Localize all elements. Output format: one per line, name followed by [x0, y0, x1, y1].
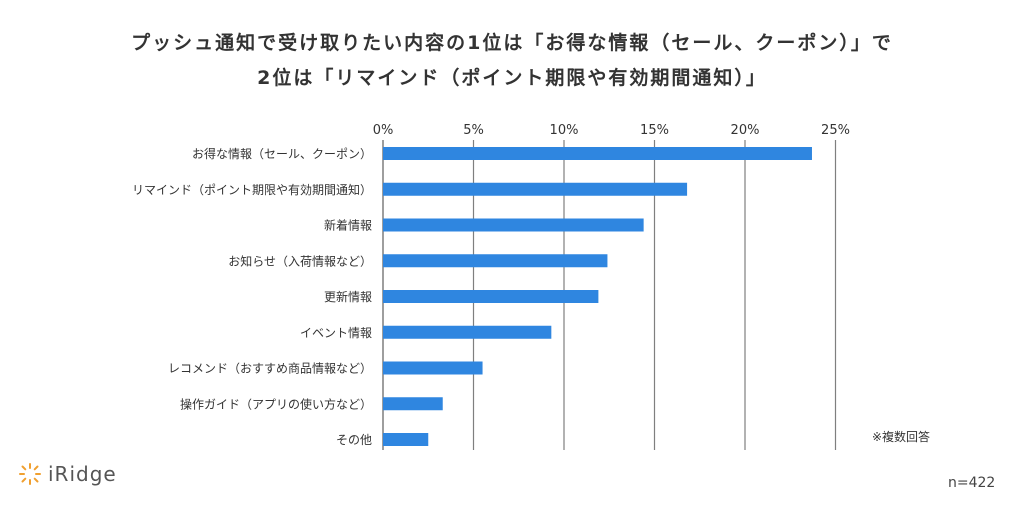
category-label: お知らせ（入荷情報など） — [228, 254, 372, 268]
bar — [383, 147, 812, 160]
bar — [383, 182, 688, 196]
bar — [383, 325, 552, 339]
bar — [383, 290, 599, 303]
bar — [383, 218, 644, 232]
x-tick-label: 5% — [463, 123, 484, 138]
chart-title-line1: プッシュ通知で受け取りたい内容の1位は「お得な情報（セール、クーポン）」で — [131, 32, 893, 54]
x-tick-label: 25% — [821, 123, 850, 138]
category-label: その他 — [336, 433, 372, 447]
category-label: レコメンド（おすすめ商品情報など） — [168, 361, 372, 376]
iridge-logo-icon — [19, 463, 41, 485]
category-label: 新着情報 — [324, 218, 372, 233]
category-label: リマインド（ポイント期限や有効期間通知） — [132, 182, 372, 197]
x-tick-label: 10% — [550, 123, 579, 138]
multiple-answer-note: ※複数回答 — [872, 430, 931, 444]
category-label: 更新情報 — [324, 289, 372, 304]
bar — [383, 397, 443, 411]
iridge-logo-text: iRidge — [48, 462, 117, 486]
bar — [383, 254, 608, 268]
category-label: イベント情報 — [300, 326, 372, 340]
x-tick-label: 0% — [373, 123, 394, 138]
bar — [383, 361, 483, 375]
x-tick-label: 20% — [731, 123, 760, 138]
chart-title-line2: 2位は「リマインド（ポイント期限や有効期間通知）」 — [257, 67, 767, 89]
category-label: お得な情報（セール、クーポン） — [192, 146, 372, 161]
x-tick-label: 15% — [640, 123, 669, 138]
bar — [383, 433, 429, 446]
iridge-logo: iRidge — [18, 462, 117, 486]
sample-size: n=422 — [948, 475, 996, 491]
category-label: 操作ガイド（アプリの使い方など） — [180, 396, 372, 411]
